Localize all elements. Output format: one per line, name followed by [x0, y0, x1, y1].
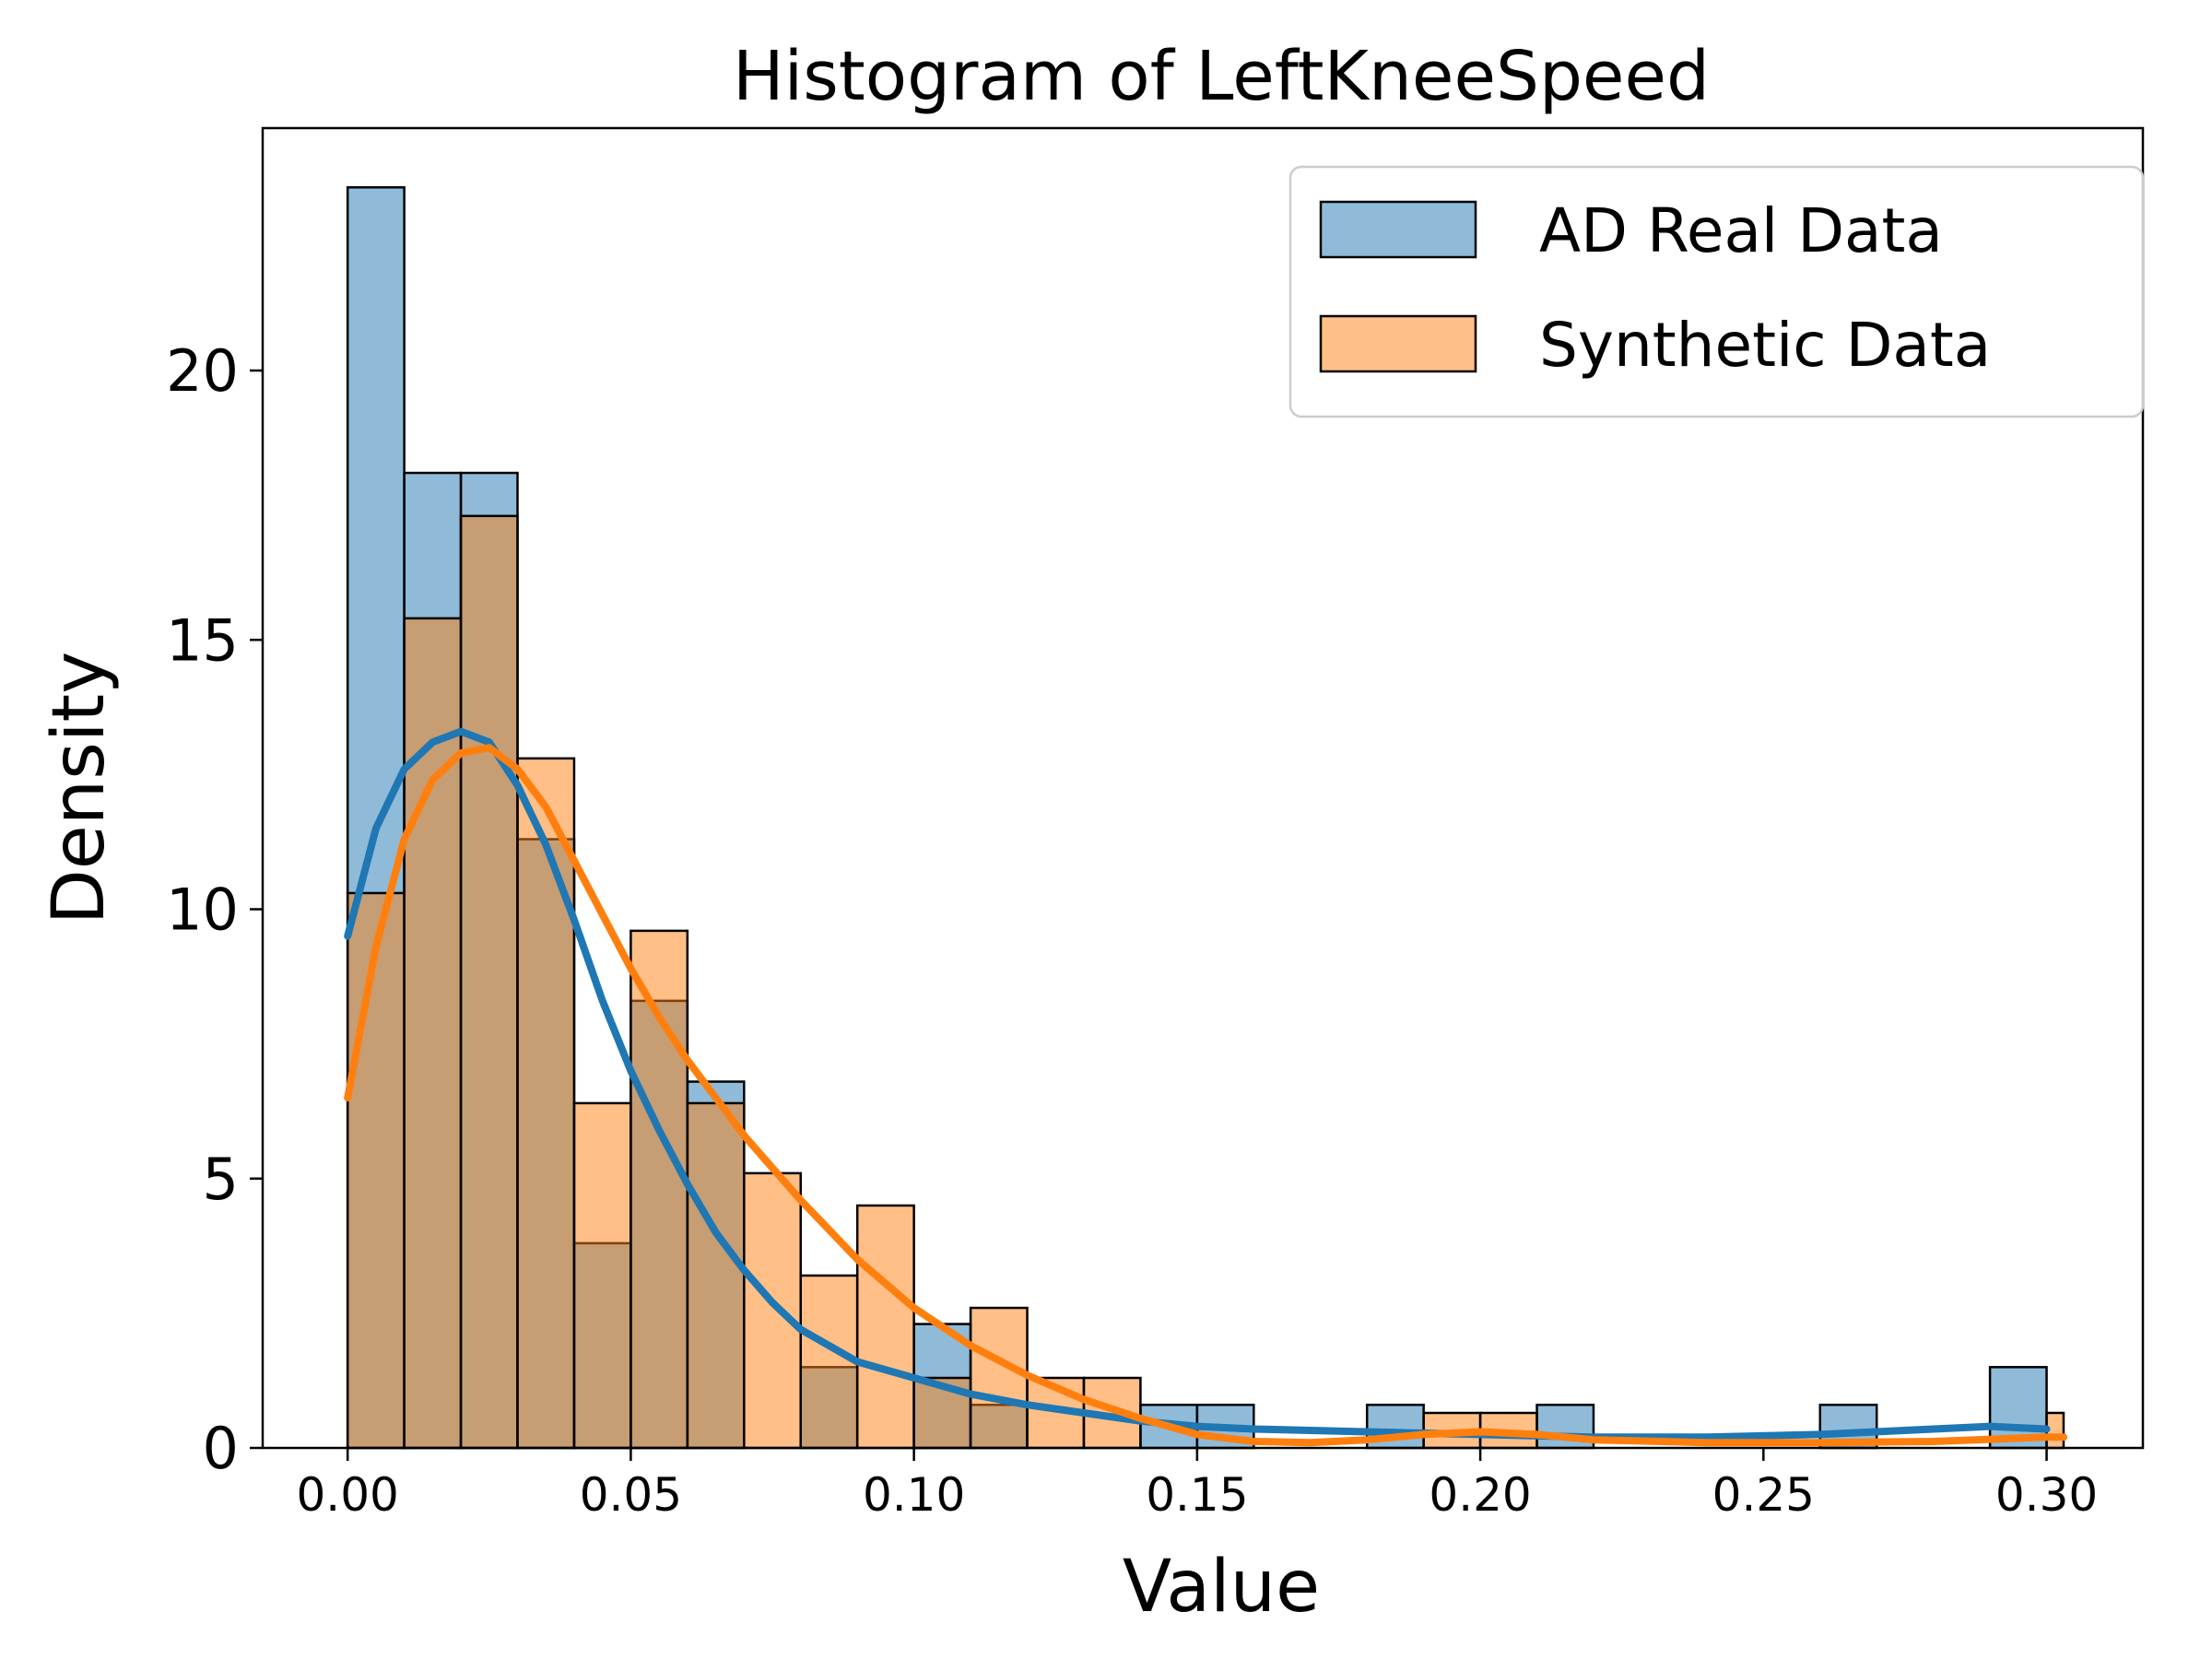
- bar-synthetic-data-7: [743, 1171, 802, 1450]
- bar-synthetic-data-6: [686, 1101, 746, 1450]
- axis-ticks: 0.00 0.05 0.10 0.15 0.20 0.25 0.30 0 5 10 15 20: [166, 337, 2098, 1522]
- legend-label-ad-real-data: AD Real Data: [1539, 195, 1943, 266]
- bar-synthetic-data-8: [799, 1274, 859, 1450]
- bar-synthetic-data-0: [346, 891, 406, 1450]
- x-tick-label: 0.30: [1995, 1468, 2098, 1522]
- x-tick-label: 0.10: [863, 1468, 965, 1522]
- kde-line-synthetic-data: [344, 744, 2067, 1447]
- y-tick-label: 5: [203, 1146, 239, 1213]
- legend-swatch-ad-real-data: [1319, 200, 1477, 259]
- kde-curves: [344, 727, 2067, 1447]
- y-tick-label: 10: [166, 877, 239, 944]
- legend-label-synthetic-data: Synthetic Data: [1539, 310, 1991, 381]
- bar-synthetic-data-9: [855, 1204, 915, 1450]
- x-tick-label: 0.00: [297, 1468, 399, 1522]
- legend-swatch-synthetic-data: [1319, 314, 1477, 373]
- y-axis-label: Density: [38, 652, 121, 925]
- y-tick-label: 20: [166, 337, 239, 405]
- bar-synthetic-data-4: [572, 1101, 632, 1450]
- x-tick-label: 0.05: [580, 1468, 682, 1522]
- legend: AD Real Data Synthetic Data: [1288, 165, 2145, 418]
- x-axis-label: Value: [1123, 1546, 1320, 1629]
- x-tick-label: 0.25: [1712, 1468, 1815, 1522]
- legend-frame: [1288, 165, 2145, 418]
- y-tick-label: 0: [203, 1415, 239, 1482]
- chart-title: Histogram of LeftKneeSpeed: [733, 37, 1710, 116]
- bar-synthetic-data-2: [459, 514, 519, 1450]
- y-tick-label: 15: [166, 606, 239, 674]
- bar-synthetic-data-5: [629, 929, 689, 1450]
- bar-synthetic-data-11: [969, 1306, 1029, 1450]
- x-tick-label: 0.20: [1429, 1468, 1531, 1522]
- plot-frame: [261, 126, 2145, 1450]
- x-tick-label: 0.15: [1146, 1468, 1248, 1522]
- bar-synthetic-data-3: [516, 757, 576, 1450]
